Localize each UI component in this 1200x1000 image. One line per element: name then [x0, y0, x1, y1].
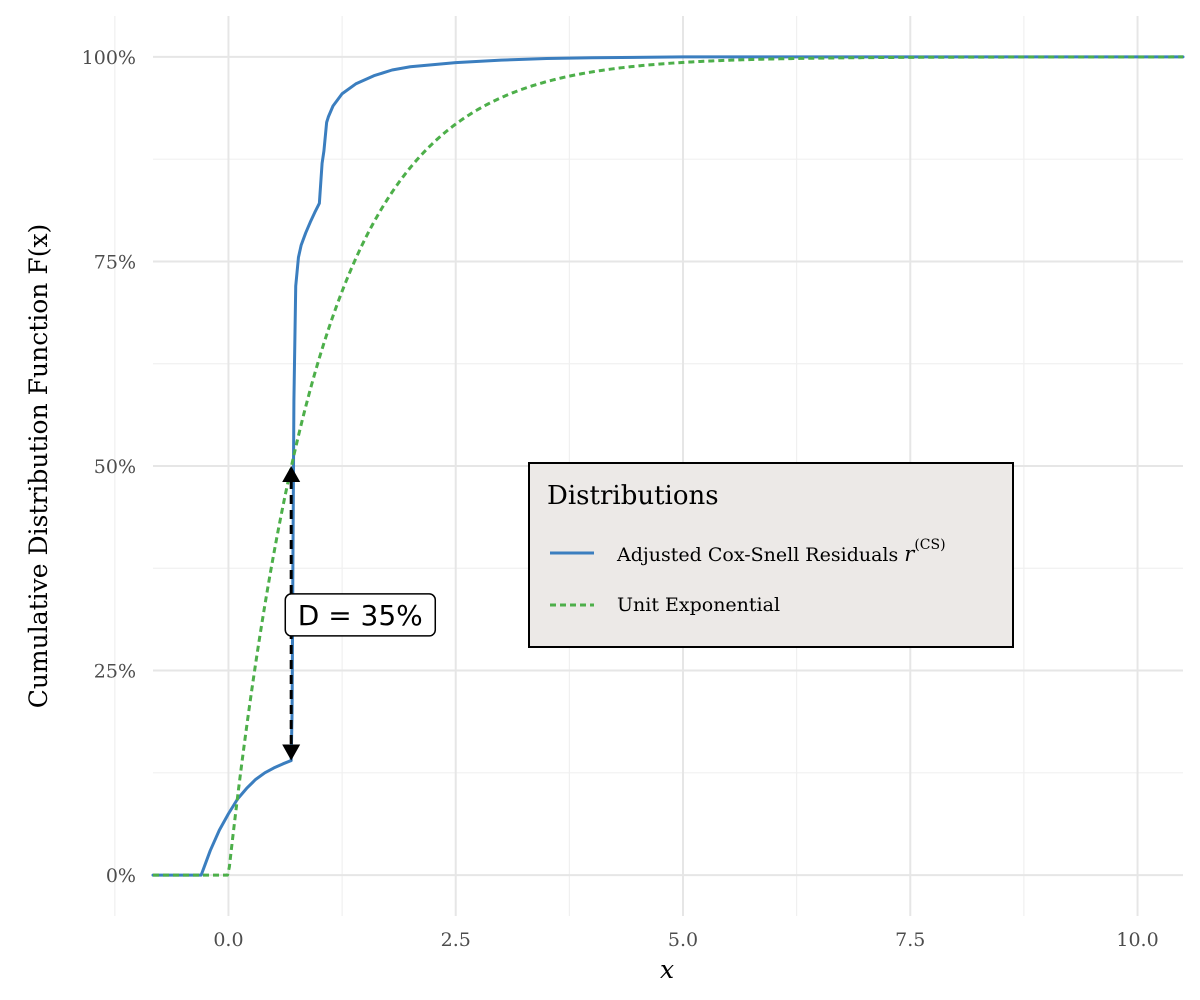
y-tick-label-0: 0% — [106, 865, 136, 887]
legend-label-residuals-superscript: (CS) — [914, 537, 945, 553]
x-tick-label-0: 0.0 — [213, 929, 243, 951]
y-tick-label-3: 75% — [94, 251, 136, 273]
ks-label-text-0: D = 35% — [298, 599, 423, 632]
y-tick-label-4: 100% — [82, 47, 136, 69]
y-axis-title: Cumulative Distribution Function F(x) — [24, 224, 53, 709]
ks-label-box-0 — [284, 593, 437, 637]
x-tick-label-1: 2.5 — [441, 929, 471, 951]
series-line-1 — [153, 55, 1184, 877]
series-layer — [151, 55, 1185, 877]
legend-label-residuals: Adjusted Cox-Snell Residuals r(CS) — [616, 537, 946, 566]
x-tick-label-3: 7.5 — [895, 929, 925, 951]
legend-box — [528, 462, 1014, 648]
legend-title: Distributions — [547, 481, 719, 511]
x-tick-label-2: 5.0 — [668, 929, 698, 951]
legend-label-exponential: Unit Exponential — [617, 594, 780, 616]
legend: Distributions Adjusted Cox-Snell Residua… — [528, 462, 1014, 648]
ks-arrowhead-down-0 — [282, 744, 301, 761]
tick-layer: 0.0 2.5 5.0 7.5 10.0 0% 25% 50% 75% 100% — [82, 47, 1159, 951]
annotation-layer: D = 35% — [282, 466, 437, 761]
ks-arrowhead-up-0 — [282, 466, 301, 482]
x-tick-label-4: 10.0 — [1116, 929, 1158, 951]
y-tick-label-2: 50% — [94, 456, 136, 478]
series-line-0 — [151, 55, 1185, 877]
x-axis-title: x — [660, 955, 674, 984]
legend-label-residuals-base: Adjusted Cox-Snell Residuals — [616, 544, 904, 566]
y-tick-label-1: 25% — [94, 661, 136, 683]
legend-label-residuals-symbol: r — [904, 542, 916, 566]
